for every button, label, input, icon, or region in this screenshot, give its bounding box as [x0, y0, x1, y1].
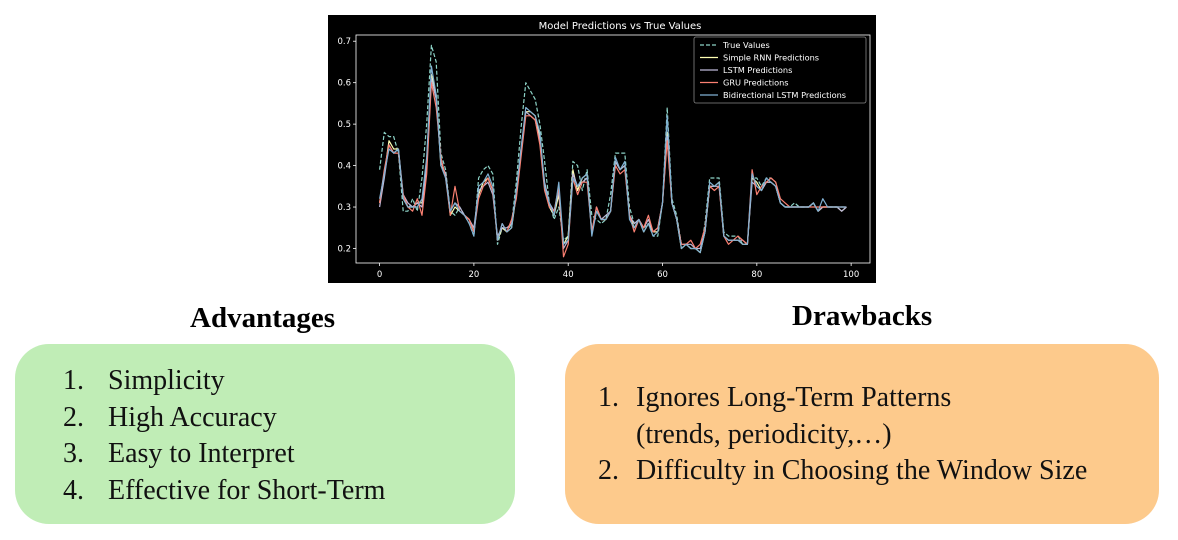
series-line-true-values [379, 44, 847, 254]
item-text: High Accuracy [108, 401, 277, 433]
legend-label: Bidirectional LSTM Predictions [723, 90, 846, 100]
legend-label: GRU Predictions [723, 78, 789, 88]
advantages-title: Advantages [190, 302, 336, 334]
drawbacks-title: Drawbacks [792, 300, 933, 332]
legend-label: Simple RNN Predictions [723, 53, 819, 63]
legend-box [693, 36, 867, 104]
item-number: 1. [598, 382, 619, 413]
item-number: 3. [63, 438, 84, 469]
item-number: 1. [63, 365, 84, 396]
chart-title: Model Predictions vs True Values [539, 21, 702, 32]
item-number: 2. [598, 455, 619, 486]
x-tick-label: 0 [377, 270, 382, 280]
chart-legend: True Values Simple RNN Predictions LSTM Pr… [693, 36, 867, 104]
plot-frame [355, 34, 871, 264]
item-number: 4. [63, 474, 84, 506]
x-tick-label: 100 [843, 270, 859, 280]
item-text: Ignores Long-Term Patterns [636, 382, 952, 413]
legend-label: True Values [722, 40, 770, 50]
y-tick-label: 0.7 [337, 37, 351, 47]
item-text: Easy to Interpret [108, 438, 295, 469]
series-line-lstm-predictions [379, 77, 847, 250]
y-tick-label: 0.4 [337, 162, 351, 172]
y-tick-label: 0.5 [337, 120, 351, 130]
drawbacks-box [565, 344, 1159, 524]
legend-label: LSTM Predictions [723, 65, 792, 75]
y-tick-label: 0.6 [337, 79, 351, 89]
item-text: (trends, periodicity,…) [636, 418, 892, 450]
item-text: Difficulty in Choosing the Window Size [636, 455, 1088, 486]
x-tick-label: 40 [563, 270, 574, 280]
x-tick-label: 60 [657, 270, 668, 280]
advantages-box [15, 344, 515, 524]
series-line-bidirectional-lstm-predictions [379, 65, 847, 254]
x-tick-label: 80 [751, 270, 762, 280]
y-tick-label: 0.3 [337, 203, 351, 213]
item-text: Simplicity [108, 365, 225, 396]
x-tick-label: 20 [468, 270, 479, 280]
axis-ticks: 0 20 40 60 80 100 0.2 0.3 0.4 0.5 0.6 0.7 [337, 37, 859, 280]
chart-panel: Model Predictions vs True Values 0 20 40 60… [328, 15, 876, 283]
series-lines [379, 44, 847, 258]
y-tick-label: 0.2 [337, 244, 351, 254]
predictions-line-chart: Model Predictions vs True Values 0 20 40 60… [337, 21, 871, 280]
item-number: 2. [63, 401, 84, 433]
item-text: Effective for Short-Term [108, 474, 386, 506]
